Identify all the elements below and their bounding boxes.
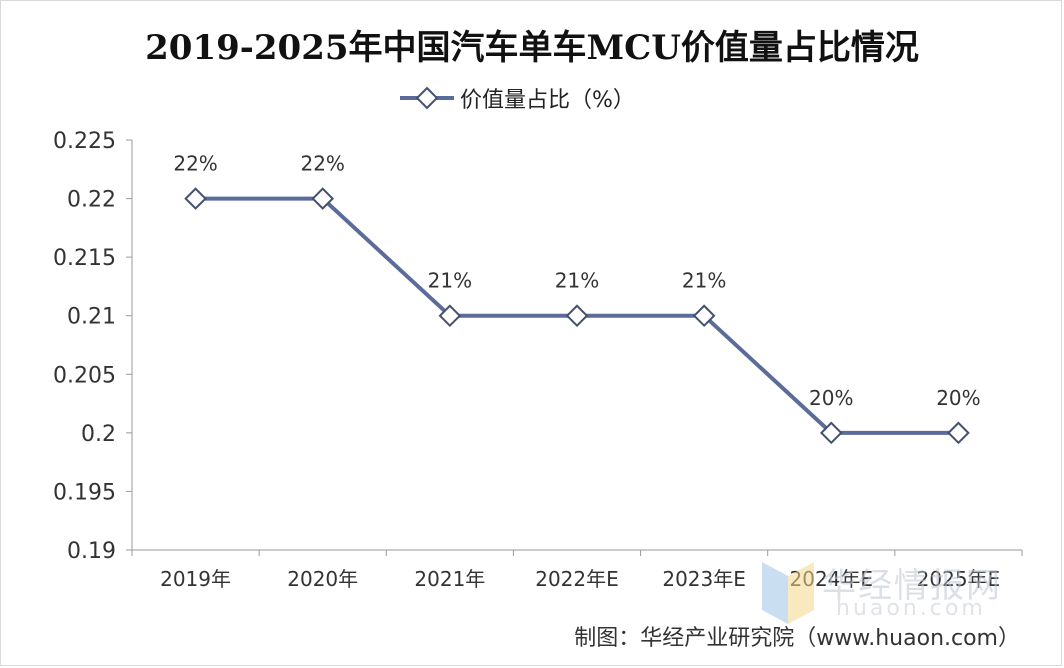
data-point-marker — [692, 304, 716, 328]
data-point-marker — [438, 304, 462, 328]
y-tick-label: 0.22 — [67, 188, 116, 213]
y-tick-label: 0.205 — [53, 363, 116, 388]
watermark-logo-icon — [762, 562, 814, 624]
legend-line-sample — [400, 86, 454, 110]
data-point-marker — [184, 187, 207, 210]
y-tick-label: 0.195 — [53, 480, 116, 505]
x-tick-label: 2021年 — [414, 567, 485, 591]
y-tick-label: 0.2 — [81, 422, 116, 447]
legend: 价值量占比（%） — [398, 83, 635, 113]
data-label: 22% — [173, 152, 217, 176]
y-tick-label: 0.19 — [67, 539, 116, 564]
watermark-url: huaon.com — [836, 596, 986, 621]
x-tick-label: 2025年E — [917, 567, 1001, 591]
y-tick-label: 0.225 — [53, 129, 116, 154]
source-credit: 制图：华经产业研究院（www.huaon.com） — [574, 626, 1020, 651]
legend-label: 价值量占比（%） — [460, 88, 635, 113]
data-label: 20% — [809, 386, 853, 410]
data-label: 22% — [300, 152, 344, 176]
chart-title: 2019-2025年中国汽车单车MCU价值量占比情况 — [145, 28, 919, 68]
watermark: 华经情报网 huaon.com — [758, 558, 1018, 628]
data-point-marker — [819, 421, 843, 445]
x-tick-label: 2023年E — [662, 567, 746, 591]
x-tick-label: 2019年 — [160, 567, 231, 591]
data-label: 20% — [936, 386, 980, 410]
data-label: 21% — [555, 269, 599, 293]
data-label: 21% — [428, 269, 472, 293]
data-point-marker — [947, 421, 970, 445]
x-tick-label: 2022年E — [535, 567, 619, 591]
data-point-marker — [565, 304, 589, 328]
y-tick-label: 0.21 — [67, 305, 116, 330]
watermark-text: 华经情报网 — [822, 566, 1002, 606]
y-tick-label: 0.215 — [53, 246, 116, 271]
data-label: 21% — [682, 269, 726, 293]
x-tick-label: 2020年 — [287, 567, 358, 591]
data-point-marker — [311, 187, 335, 210]
